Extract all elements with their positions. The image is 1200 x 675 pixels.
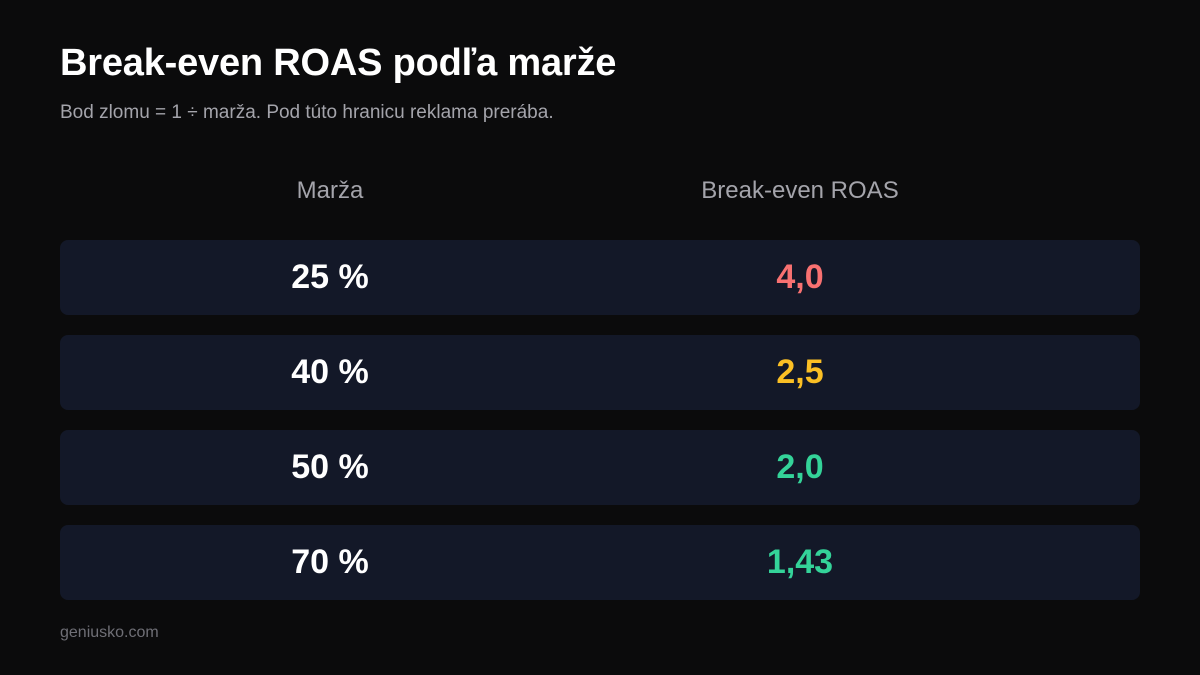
table-row: 40 % 2,5 [60, 335, 1140, 410]
page-subtitle: Bod zlomu = 1 ÷ marža. Pod túto hranicu … [60, 102, 554, 123]
table-body: 25 % 4,0 40 % 2,5 50 % 2,0 70 % 1,43 [60, 240, 1140, 620]
column-header-margin: Marža [296, 177, 364, 204]
margin-value: 50 % [291, 448, 369, 486]
margin-value: 25 % [291, 258, 369, 296]
table-row: 25 % 4,0 [60, 240, 1140, 315]
table-row: 50 % 2,0 [60, 430, 1140, 505]
column-header-roas: Break-even ROAS [701, 177, 899, 204]
page-title: Break-even ROAS podľa marže [60, 42, 617, 84]
roas-value: 2,5 [776, 353, 824, 391]
margin-value: 70 % [291, 543, 369, 581]
roas-value: 1,43 [766, 543, 834, 581]
margin-value: 40 % [291, 353, 369, 391]
footer-source: geniusko.com [60, 624, 159, 641]
roas-value: 2,0 [776, 448, 824, 486]
roas-value: 4,0 [776, 258, 824, 296]
table-row: 70 % 1,43 [60, 525, 1140, 600]
